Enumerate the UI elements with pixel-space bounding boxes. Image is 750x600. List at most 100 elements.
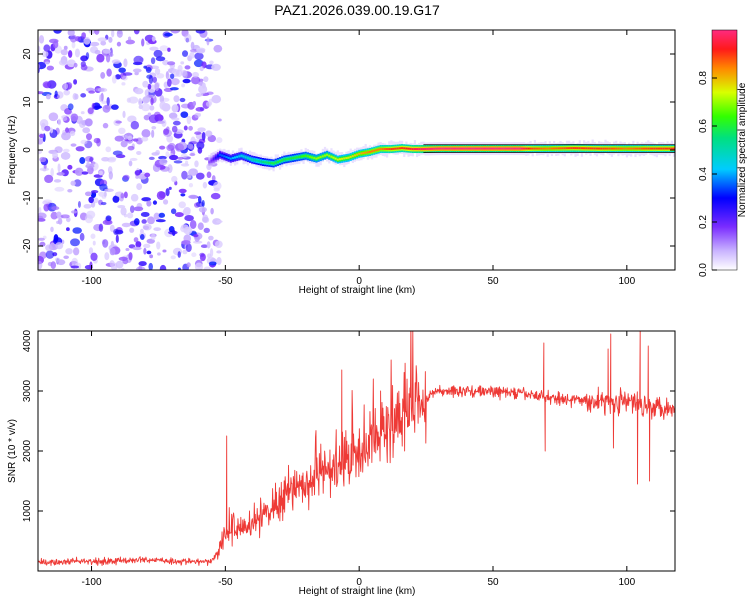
ridge-band-core [428,147,432,150]
noise-blob [142,223,152,231]
ridge-band-core [323,154,327,157]
noise-blob [157,252,161,256]
ridge-band-core [452,147,455,150]
noise-blob [171,117,180,121]
noise-blob [60,49,68,56]
noise-blob [38,212,47,220]
noise-blob [55,242,64,250]
noise-blob [136,183,143,191]
noise-blob [80,139,88,145]
noise-blob [43,44,51,52]
ridge-band-core [285,158,288,161]
ridge-band-core [351,155,354,158]
ridge-band-core [240,154,243,157]
noise-blob [216,250,222,254]
ridge-band-core [259,160,262,163]
ridge-band-core [636,147,639,150]
snr-panel: -100 -50 0 50 100 1000 2000 3000 4000 Height of … [7,329,676,597]
noise-blob [79,232,85,241]
noise-blob [206,171,212,179]
ridge-band-core [356,153,359,156]
noise-blob [83,36,91,45]
noise-blob [71,210,78,214]
noise-blob [105,146,112,153]
noise-blob [200,244,208,249]
noise-blob [128,96,139,104]
noise-blob [132,246,142,251]
noise-blob [106,68,112,77]
noise-blob [196,93,204,97]
noise-blob [108,171,113,180]
ridge-band-core [458,147,462,150]
ridge-band-core [621,147,624,150]
noise-blob [100,201,107,206]
noise-blob [109,260,115,267]
ridge-band-core [229,157,232,160]
ridge-band-core [664,147,667,150]
ridge-band-core [405,147,408,150]
noise-blob [182,50,189,57]
ridge-band-core [480,147,483,150]
ridge-band-core [632,147,635,150]
noise-blob [197,127,206,132]
noise-blob [88,196,94,204]
ridge-band-core [647,147,650,150]
noise-blob [56,91,64,99]
ridge-band-core [336,158,339,161]
noise-blob [144,172,151,178]
noise-blob [73,62,78,68]
ridge-band-core [595,147,599,150]
noise-blob [162,249,167,253]
ridge-band-core [371,150,374,153]
noise-blob [180,61,185,65]
noise-blob [100,40,107,46]
noise-blob [127,135,133,141]
noise-blob [74,48,81,58]
ridge-band-core [642,147,646,150]
ridge-band-core [623,147,626,150]
ridge-band-core [411,148,414,151]
noise-blob [65,127,70,133]
ridge-band-core [565,147,569,150]
ridge-band-core [308,155,312,158]
noise-blob [102,122,109,129]
noise-blob [182,249,188,255]
ridge-band-core [525,147,528,150]
noise-blob [84,191,92,197]
ridge-band-core [501,147,504,150]
noise-blob [98,191,105,197]
noise-blob [188,182,194,188]
noise-blob [101,156,110,162]
noise-blob [144,89,149,97]
ridge-band-core [362,152,365,155]
noise-blob [61,116,68,122]
noise-blob [41,50,49,58]
ridge-band-core [253,159,256,162]
noise-blob [102,239,109,248]
noise-blob [56,211,62,218]
ridge-band-core [255,159,258,162]
snr-series-line [38,331,675,567]
ridge-band-core [219,153,222,156]
noise-blob [149,46,159,51]
noise-blob [142,80,149,88]
snr-axes: -100 -50 0 50 100 1000 2000 3000 4000 [22,329,675,588]
ridge-band-core [516,147,519,150]
noise-blob [77,200,81,208]
noise-blob [46,65,54,71]
ridge-band-core [475,147,479,150]
noise-blob [67,30,75,37]
noise-blob [192,101,197,107]
ridge-band-core [512,147,515,150]
noise-blob [80,93,87,98]
ridge-band-core [304,154,307,157]
noise-blob [140,211,150,217]
noise-blob [188,125,193,131]
ridge-band-core [638,147,641,150]
ridge-band-core [236,155,239,158]
noise-blob [154,68,161,75]
ridge-band-core [535,147,539,150]
noise-blob [93,137,101,144]
ridge-band-core [544,147,547,150]
ridge-band-core [578,147,581,150]
